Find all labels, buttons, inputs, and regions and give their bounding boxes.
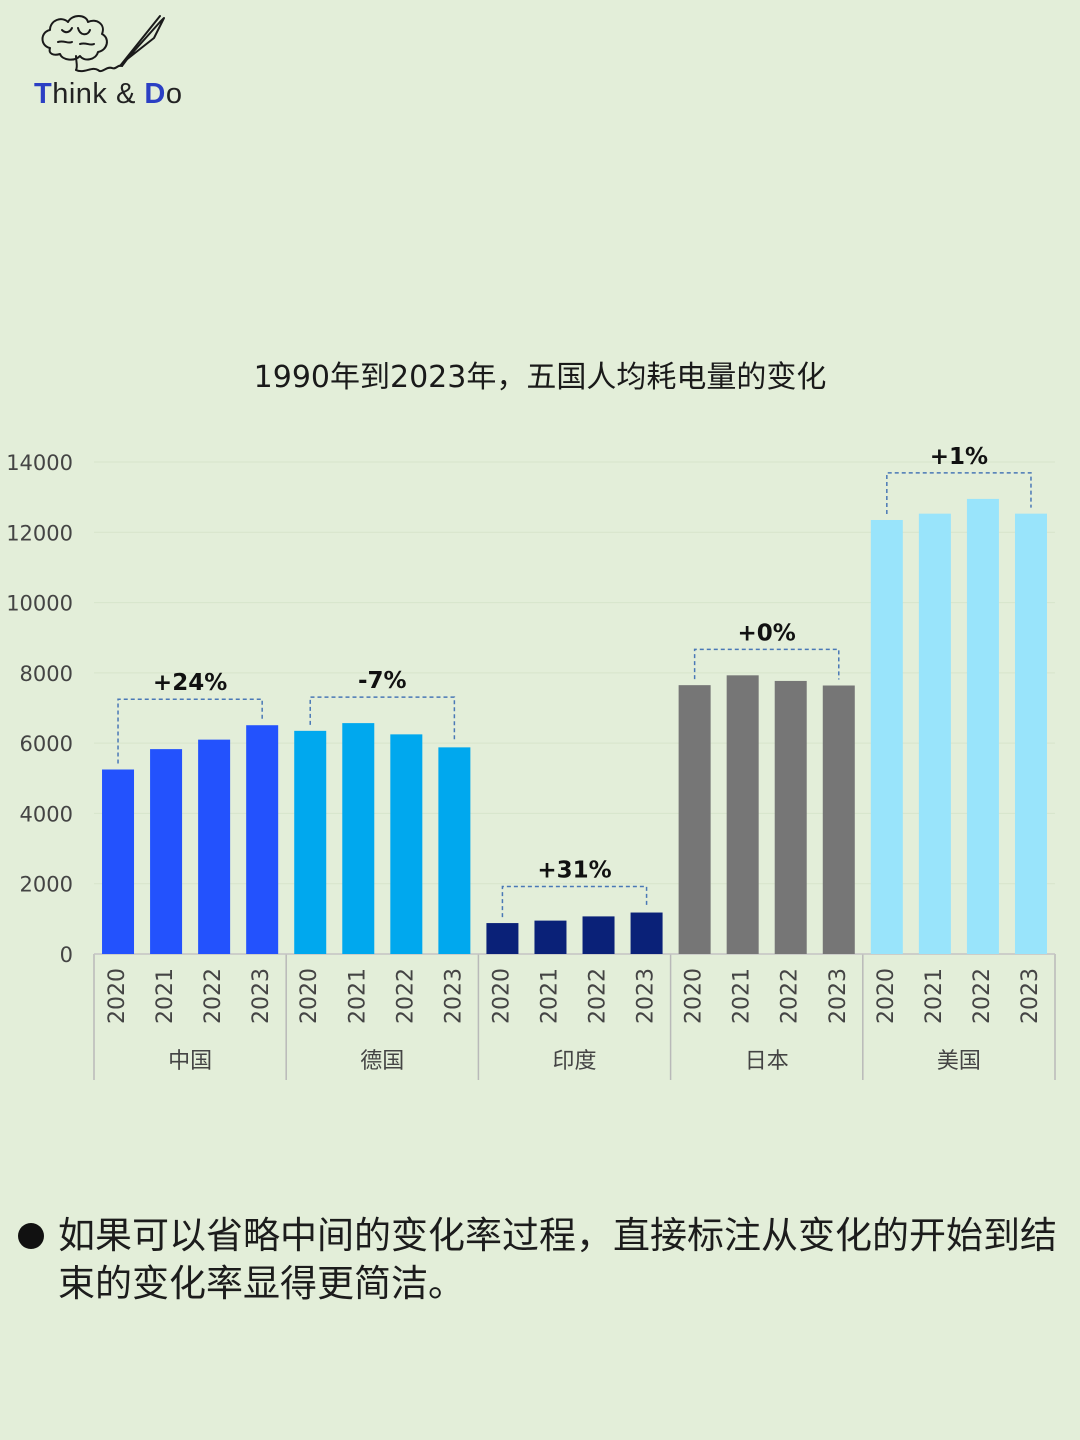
brand-part: D bbox=[144, 78, 166, 110]
bar-德国-2020 bbox=[294, 730, 327, 954]
x-tick-label: 2023 bbox=[1018, 968, 1043, 1024]
x-tick-label: 2022 bbox=[586, 968, 611, 1024]
change-label: +0% bbox=[738, 620, 796, 646]
y-tick-label: 0 bbox=[60, 943, 73, 967]
bar-中国-2022 bbox=[198, 739, 231, 954]
category-label: 美国 bbox=[937, 1049, 981, 1074]
bar-美国-2021 bbox=[918, 513, 951, 954]
y-tick-label: 10000 bbox=[6, 592, 73, 616]
bullet-icon bbox=[18, 1223, 44, 1249]
change-bracket bbox=[117, 698, 263, 764]
y-tick-label: 6000 bbox=[20, 732, 73, 756]
chart-title: 1990年到2023年，五国人均耗电量的变化 bbox=[253, 360, 827, 395]
x-tick-label: 2021 bbox=[345, 968, 370, 1024]
brand-part: T bbox=[34, 78, 53, 110]
bar-chart: 0 2000 4000 6000 8000 10000 12000 14000 2020 2021… bbox=[6, 444, 1056, 1080]
change-label: +1% bbox=[930, 444, 988, 470]
change-label: +24% bbox=[153, 670, 227, 696]
bar-日本-2021 bbox=[726, 675, 759, 954]
x-tick-label: 2020 bbox=[297, 968, 322, 1024]
category-label: 日本 bbox=[745, 1049, 789, 1074]
x-tick-label: 2021 bbox=[153, 968, 178, 1024]
brain-pen-logo-icon bbox=[41, 15, 165, 73]
brand-part: hink & bbox=[52, 78, 145, 110]
category-label: 中国 bbox=[168, 1049, 212, 1074]
x-tick-label: 2022 bbox=[393, 968, 418, 1024]
bar-印度-2020 bbox=[486, 923, 519, 954]
x-tick-label: 2020 bbox=[105, 968, 130, 1024]
x-tick-label: 2023 bbox=[441, 968, 466, 1024]
y-tick-label: 12000 bbox=[6, 521, 73, 545]
bar-美国-2023 bbox=[1014, 513, 1047, 954]
bar-日本-2020 bbox=[678, 685, 711, 954]
brand-name: Think & Do bbox=[34, 78, 182, 111]
x-tick-label: 2022 bbox=[970, 968, 995, 1024]
x-tick-label: 2023 bbox=[634, 968, 659, 1024]
note-bullet-item: 如果可以省略中间的变化率过程，直接标注从变化的开始到结束的变化率显得更简洁。 bbox=[18, 1212, 1058, 1308]
bar-德国-2023 bbox=[438, 747, 471, 954]
bar-德国-2021 bbox=[342, 723, 375, 954]
bar-日本-2023 bbox=[822, 685, 855, 954]
change-label: +31% bbox=[537, 858, 611, 884]
bar-印度-2021 bbox=[534, 920, 567, 954]
bar-美国-2022 bbox=[966, 498, 999, 954]
brand-part: o bbox=[165, 78, 183, 110]
x-tick-label: 2020 bbox=[682, 968, 707, 1024]
bar-中国-2023 bbox=[246, 725, 279, 954]
category-label: 德国 bbox=[360, 1049, 404, 1074]
y-tick-label: 2000 bbox=[20, 873, 73, 897]
x-tick-label: 2022 bbox=[201, 968, 226, 1024]
x-tick-label: 2020 bbox=[874, 968, 899, 1024]
x-tick-label: 2023 bbox=[826, 968, 851, 1024]
x-tick-label: 2021 bbox=[537, 968, 562, 1024]
x-tick-label: 2022 bbox=[778, 968, 803, 1024]
bar-印度-2022 bbox=[582, 916, 615, 954]
bar-中国-2021 bbox=[150, 749, 183, 954]
change-bracket bbox=[309, 696, 456, 742]
x-tick-label: 2021 bbox=[730, 968, 755, 1024]
x-tick-label: 2020 bbox=[489, 968, 514, 1024]
change-bracket bbox=[886, 472, 1032, 514]
bar-美国-2020 bbox=[870, 519, 903, 954]
change-bracket bbox=[693, 648, 840, 680]
y-tick-label: 14000 bbox=[6, 451, 73, 475]
note-text: 如果可以省略中间的变化率过程，直接标注从变化的开始到结束的变化率显得更简洁。 bbox=[58, 1214, 1057, 1305]
bar-日本-2022 bbox=[774, 680, 807, 954]
category-label: 印度 bbox=[552, 1049, 596, 1074]
x-tick-label: 2021 bbox=[922, 968, 947, 1024]
bar-中国-2020 bbox=[102, 769, 135, 954]
change-label: -7% bbox=[358, 668, 407, 694]
bar-印度-2023 bbox=[630, 912, 663, 954]
y-tick-label: 4000 bbox=[20, 802, 73, 826]
bar-德国-2022 bbox=[390, 734, 423, 954]
x-tick-label: 2023 bbox=[249, 968, 274, 1024]
change-bracket bbox=[501, 885, 648, 918]
y-tick-label: 8000 bbox=[20, 662, 73, 686]
